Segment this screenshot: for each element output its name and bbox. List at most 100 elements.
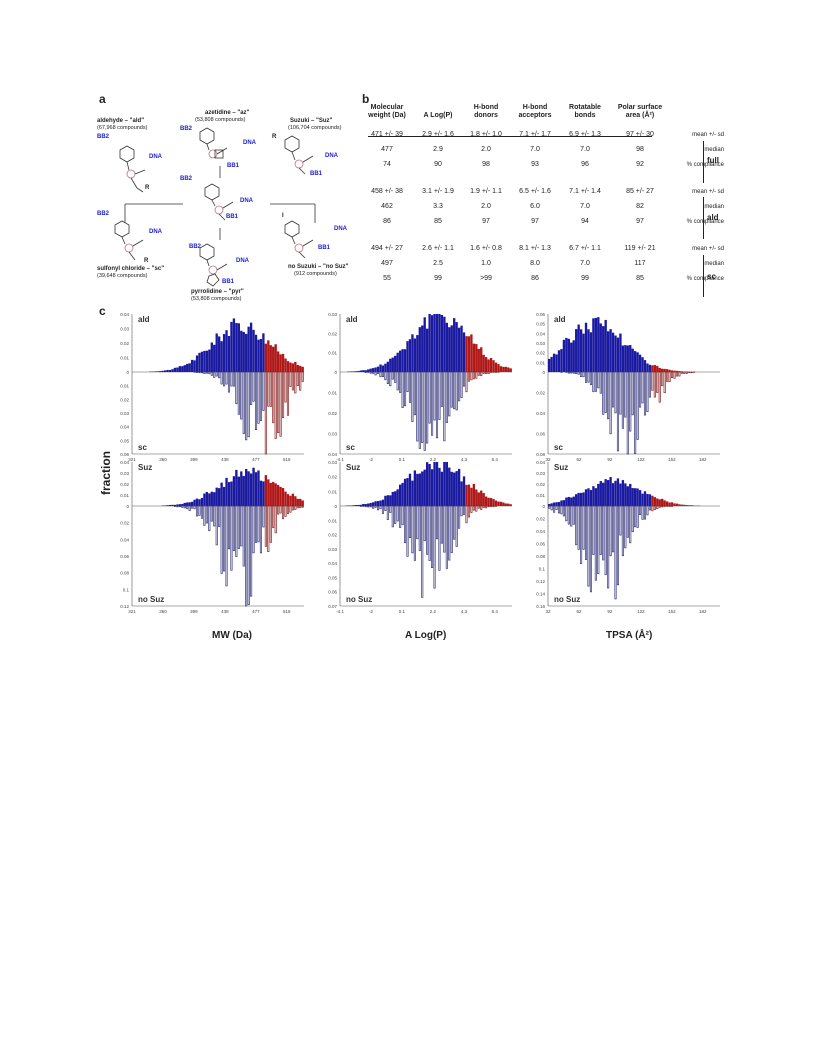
sc-dna: DNA [149, 229, 162, 235]
sc-title: sulfonyl chloride – "sc" [97, 266, 165, 272]
bar-bottom [282, 371, 285, 418]
bar-top [587, 329, 590, 372]
bar-top [555, 354, 558, 372]
y-tick-label: 0.04 [536, 529, 545, 534]
bar-bottom [445, 371, 448, 423]
bar-top [269, 482, 272, 506]
bar-top [602, 326, 605, 372]
bar-top [668, 369, 671, 372]
bar-top [621, 345, 625, 372]
bar-top [624, 345, 627, 372]
bar-top [264, 475, 268, 506]
bar-top [631, 488, 634, 506]
bar-bottom [467, 505, 470, 518]
bar-top [472, 483, 476, 506]
molecule-sc [114, 220, 144, 261]
bar-top [367, 503, 370, 506]
bar-bottom [301, 371, 304, 382]
bar-top [262, 333, 265, 372]
bar-top [193, 499, 196, 506]
pyr-bb2: BB2 [189, 244, 202, 250]
bar-bottom [200, 505, 203, 519]
bar-bottom [594, 371, 597, 392]
bar-bottom [604, 371, 607, 413]
y-tick-label: 0.03 [536, 471, 545, 476]
bar-top [661, 498, 664, 506]
bar-bottom [379, 371, 382, 378]
x-label-mw: MW (Da) [212, 630, 252, 641]
suz-count: (106,704 compounds) [288, 125, 342, 131]
bar-bottom [612, 371, 615, 408]
bar-top [577, 492, 580, 506]
y-tick-label: 0.04 [536, 331, 545, 336]
bar-bottom [602, 505, 605, 561]
bar-bottom [675, 371, 678, 377]
bar-bottom [198, 371, 201, 374]
bar-top [440, 314, 444, 372]
bar-bottom [423, 505, 426, 542]
bar-bottom [587, 505, 590, 587]
bar-bottom [572, 371, 575, 374]
bar-bottom [296, 371, 299, 387]
bar-top [215, 333, 218, 372]
bar-bottom [597, 371, 600, 389]
bar-top [369, 502, 372, 506]
x-tick-label: 32 [545, 457, 551, 462]
bar-top [658, 368, 661, 372]
cell: 7.0 [580, 146, 590, 153]
bar-bottom [448, 505, 451, 561]
y-tick-label: 0.02 [120, 482, 129, 487]
bar-bottom [440, 505, 443, 544]
y-tick-label: 0.02 [328, 475, 337, 480]
bar-top [457, 327, 461, 372]
bar-top [629, 345, 632, 372]
row-label: % compliance [686, 161, 724, 168]
molecule-pyr [199, 243, 228, 287]
bar-top [374, 501, 377, 506]
bar-bottom [394, 371, 397, 383]
bar-top [552, 502, 556, 506]
y-tick-label: 0.03 [536, 341, 545, 346]
y-tick-label: 0.06 [536, 542, 545, 547]
bar-bottom [440, 371, 443, 407]
row-label: % compliance [686, 218, 724, 225]
bar-bottom [560, 505, 563, 515]
bar-top [653, 365, 656, 372]
bar-top [651, 495, 654, 506]
bar-bottom [663, 371, 666, 393]
bar-bottom [580, 505, 583, 564]
bar-top [183, 365, 186, 372]
bar-bottom [482, 371, 485, 374]
bar-bottom [418, 505, 421, 551]
bar-bottom [282, 505, 285, 520]
bar-bottom [443, 505, 446, 553]
bar-top [371, 368, 375, 372]
bar-bottom [641, 505, 644, 520]
bar-top [599, 481, 602, 506]
bar-top [426, 328, 429, 372]
pyr-count: (53,808 compounds) [191, 296, 242, 302]
bar-top [565, 337, 568, 372]
bar-top [235, 323, 238, 372]
y-tick-label: 0.04 [120, 425, 129, 430]
bar-top [665, 501, 669, 506]
bar-top [567, 338, 570, 372]
series-label-bottom: sc [138, 443, 147, 452]
bar-bottom [587, 371, 590, 383]
bar-top [433, 314, 436, 372]
scheme-drawing [114, 127, 316, 287]
bar-bottom [582, 371, 585, 378]
bar-top [286, 361, 290, 372]
cell: 2.6 +/- 1.1 [422, 245, 454, 252]
x-tick-label: 32 [545, 609, 551, 614]
bar-top [675, 503, 679, 506]
bar-bottom [193, 505, 196, 510]
bar-bottom [661, 371, 664, 387]
bar-top [421, 471, 424, 506]
bar-bottom [435, 505, 439, 540]
bar-top [497, 501, 500, 506]
bar-top [475, 344, 478, 372]
table-row: 494 +/- 27 2.6 +/- 1.1 1.6 +/- 0.8 8.1 +… [360, 241, 728, 256]
cell: >99 [480, 275, 492, 282]
row-label: mean +/- sd [692, 245, 724, 252]
